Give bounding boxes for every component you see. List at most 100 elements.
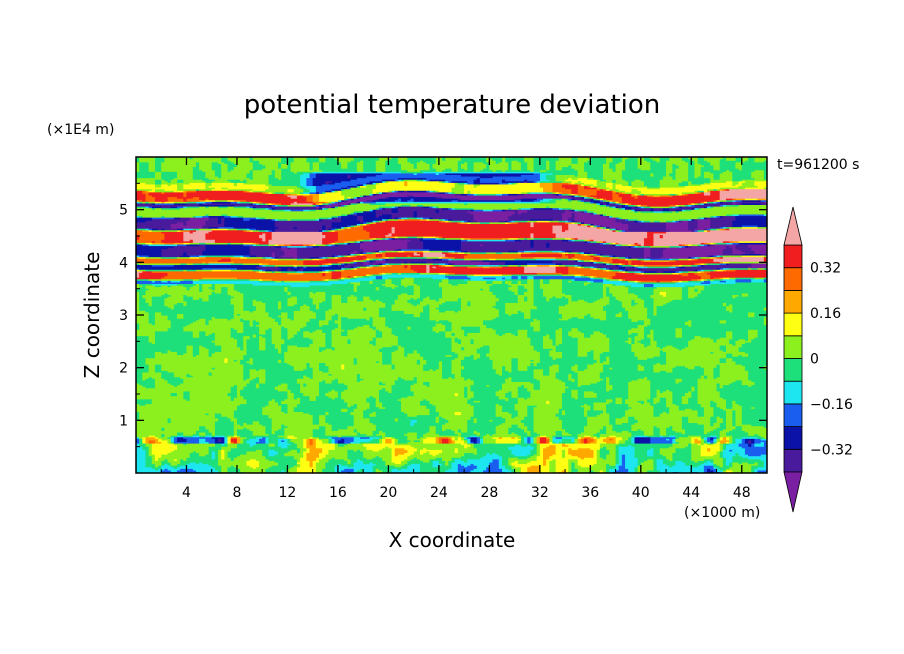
heatmap-cell bbox=[539, 386, 569, 389]
heatmap-cell bbox=[688, 319, 692, 322]
heatmap-cell bbox=[158, 465, 162, 468]
heatmap-cell bbox=[451, 368, 462, 371]
heatmap-cell bbox=[151, 460, 162, 463]
heatmap-cell bbox=[539, 354, 550, 357]
heatmap-cell bbox=[423, 381, 431, 384]
heatmap-cell bbox=[527, 431, 531, 435]
heatmap-cell bbox=[388, 471, 421, 473]
heatmap-cell bbox=[394, 333, 446, 337]
heatmap-cell bbox=[366, 318, 371, 321]
heatmap-cell bbox=[543, 460, 547, 463]
heatmap-cell bbox=[281, 408, 289, 411]
heatmap-cell bbox=[656, 394, 673, 397]
heatmap-cell bbox=[647, 469, 661, 473]
y-axis-label: Z coordinate bbox=[80, 252, 104, 379]
heatmap-cell bbox=[334, 442, 339, 446]
heatmap-cell bbox=[277, 450, 289, 454]
heatmap-cell bbox=[454, 436, 459, 439]
heatmap-cell bbox=[511, 465, 516, 468]
heatmap-cell bbox=[145, 463, 156, 466]
heatmap-cell bbox=[183, 397, 191, 400]
heatmap-cell bbox=[451, 345, 484, 348]
heatmap-cell bbox=[454, 375, 462, 378]
heatmap-cell bbox=[451, 332, 456, 335]
heatmap-cell bbox=[716, 463, 724, 466]
heatmap-cell bbox=[325, 310, 380, 313]
heatmap-cell bbox=[252, 319, 257, 322]
heatmap-cell bbox=[315, 458, 320, 461]
heatmap-cell bbox=[735, 438, 743, 441]
heatmap-cell bbox=[473, 463, 490, 466]
heatmap-cell bbox=[300, 327, 336, 330]
heatmap-cell bbox=[161, 367, 213, 370]
heatmap-cell bbox=[325, 340, 333, 343]
heatmap-cell bbox=[161, 435, 165, 438]
heatmap-cell bbox=[136, 386, 147, 389]
heatmap-cell bbox=[618, 447, 636, 450]
heatmap-cell bbox=[666, 431, 683, 435]
heatmap-cell bbox=[710, 337, 721, 340]
heatmap-cell bbox=[473, 417, 478, 420]
heatmap-cell bbox=[729, 340, 737, 343]
heatmap-cell bbox=[584, 411, 588, 414]
heatmap-cell bbox=[391, 365, 396, 368]
heatmap-cell bbox=[549, 352, 563, 356]
heatmap-cell bbox=[602, 378, 607, 381]
heatmap-cell bbox=[315, 329, 323, 332]
heatmap-cell bbox=[199, 431, 207, 435]
heatmap-cell bbox=[240, 389, 279, 392]
heatmap-cell bbox=[555, 357, 595, 360]
heatmap-cell bbox=[593, 438, 598, 441]
heatmap-cell bbox=[530, 362, 535, 365]
heatmap-cell bbox=[277, 303, 282, 307]
heatmap-cell bbox=[274, 345, 282, 348]
heatmap-cell bbox=[300, 386, 320, 389]
heatmap-cell bbox=[315, 303, 320, 307]
heatmap-cell bbox=[265, 469, 282, 473]
heatmap-cell bbox=[139, 382, 156, 386]
heatmap-cell bbox=[653, 397, 661, 400]
heatmap-cell bbox=[277, 428, 285, 431]
heatmap-cell bbox=[259, 384, 279, 387]
heatmap-cell bbox=[347, 338, 352, 341]
heatmap-cell bbox=[186, 303, 235, 307]
heatmap-cell bbox=[561, 420, 588, 424]
heatmap-cell bbox=[265, 346, 276, 349]
heatmap-cell bbox=[233, 412, 263, 416]
heatmap-cell bbox=[372, 431, 380, 435]
heatmap-cell bbox=[615, 438, 623, 441]
heatmap-cell bbox=[170, 461, 181, 465]
heatmap-cell bbox=[625, 441, 632, 444]
heatmap-cell bbox=[407, 354, 421, 357]
heatmap-cell bbox=[691, 390, 699, 394]
heatmap-cell bbox=[565, 409, 585, 412]
heatmap-cell bbox=[464, 387, 468, 390]
heatmap-cell bbox=[356, 362, 383, 365]
heatmap-cell bbox=[577, 455, 595, 458]
heatmap-cell bbox=[593, 300, 610, 303]
heatmap-cell bbox=[249, 362, 254, 365]
heatmap-cell bbox=[530, 341, 544, 345]
heatmap-cell bbox=[205, 425, 216, 428]
heatmap-cell bbox=[344, 444, 364, 447]
heatmap-cell bbox=[643, 326, 767, 329]
heatmap-cell bbox=[659, 414, 699, 417]
heatmap-cell bbox=[514, 405, 528, 408]
heatmap-cell bbox=[170, 441, 175, 444]
heatmap-cell bbox=[243, 395, 289, 398]
heatmap-cell bbox=[640, 461, 655, 465]
heatmap-cell bbox=[672, 367, 689, 370]
heatmap-cell bbox=[738, 461, 743, 465]
heatmap-cell bbox=[221, 455, 225, 458]
heatmap-cell bbox=[653, 333, 677, 337]
heatmap-cell bbox=[227, 439, 232, 442]
heatmap-cell bbox=[637, 400, 645, 403]
heatmap-cell bbox=[419, 360, 427, 363]
heatmap-cell bbox=[688, 420, 711, 424]
heatmap-cell bbox=[684, 321, 692, 324]
heatmap-cell bbox=[716, 452, 721, 455]
heatmap-cell bbox=[561, 337, 579, 340]
heatmap-cell bbox=[725, 441, 730, 444]
heatmap-cell bbox=[561, 450, 566, 454]
heatmap-cell bbox=[533, 363, 538, 367]
